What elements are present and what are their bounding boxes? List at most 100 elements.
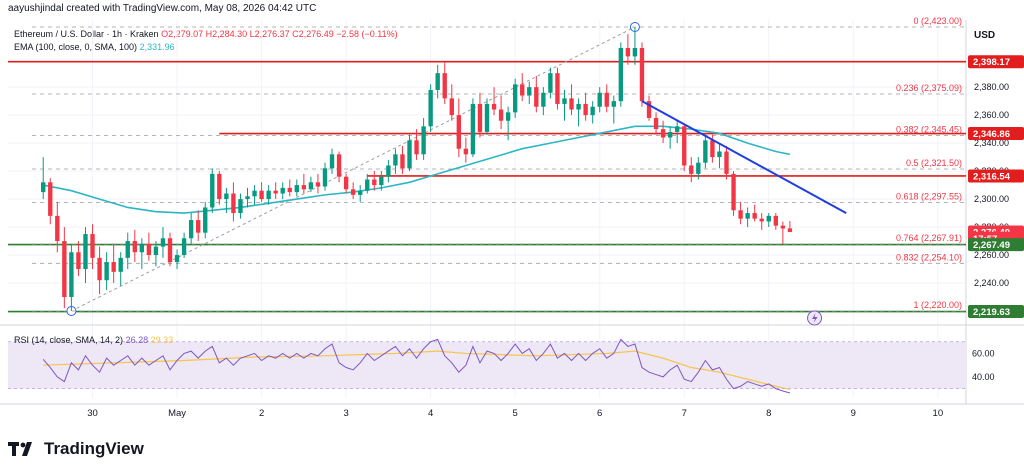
- candle: [372, 171, 377, 191]
- candle: [414, 129, 419, 160]
- candle-body: [520, 84, 525, 96]
- candle: [160, 227, 166, 258]
- candle: [780, 221, 786, 244]
- candle: [174, 249, 180, 270]
- candle-body: [188, 220, 194, 239]
- time-tick-label: 3: [343, 408, 348, 419]
- candle-body: [245, 196, 250, 200]
- candle: [731, 171, 736, 216]
- price-tag-label: 2,219.63: [973, 307, 1010, 318]
- candle: [512, 78, 518, 118]
- candle: [245, 187, 250, 208]
- candle-body: [196, 220, 201, 233]
- candle: [759, 213, 764, 230]
- candle: [667, 126, 673, 149]
- candle-body: [689, 165, 694, 174]
- candle: [336, 151, 342, 183]
- rsi-legend: RSI (14, close, SMA, 14, 2) 26.28 29.33: [14, 335, 173, 345]
- candle: [139, 238, 145, 270]
- attribution: aayushjindal created with TradingView.co…: [8, 3, 317, 14]
- rsi-value: 26.28: [125, 335, 149, 345]
- candle-body: [217, 173, 222, 200]
- candle-body: [41, 182, 46, 193]
- candle-body: [456, 115, 462, 149]
- candle: [55, 201, 60, 253]
- candle: [280, 182, 285, 200]
- candle: [541, 87, 546, 116]
- time-tick-label: 8: [766, 408, 771, 419]
- candle: [329, 148, 335, 174]
- time-tick-label: 7: [682, 408, 687, 419]
- candle-body: [343, 176, 349, 190]
- candle: [358, 185, 363, 202]
- candle-body: [632, 47, 638, 57]
- fib-retracement: 0 (2,423.00) 0.236 (2,375.09) 0.382 (2,345…: [32, 16, 966, 317]
- candle-body: [125, 241, 130, 258]
- price-tick-label: 2,260.00: [974, 250, 1009, 260]
- candle-body: [505, 112, 511, 121]
- candle: [660, 120, 666, 144]
- candle: [118, 252, 123, 286]
- price-tick-label: 2,360.00: [974, 110, 1009, 120]
- price-tag-bg: [968, 127, 1024, 141]
- fib-level-label: 0.618 (2,297.55): [896, 192, 962, 202]
- candle-body: [386, 165, 391, 177]
- time-tick-label: 10: [933, 408, 944, 419]
- candle-body: [301, 185, 307, 190]
- candle-body: [569, 98, 574, 110]
- candle-body: [336, 154, 342, 177]
- candle: [717, 143, 722, 169]
- candle-body: [512, 84, 518, 113]
- candle-body: [675, 126, 680, 132]
- candle: [745, 207, 750, 228]
- rsi-sma-line: [43, 350, 791, 390]
- candle: [343, 173, 349, 194]
- candle-body: [534, 87, 539, 107]
- candle-body: [590, 106, 595, 116]
- rsi-band: [8, 341, 966, 389]
- candle: [76, 241, 81, 277]
- candle: [203, 201, 208, 239]
- time-tick-label: May: [168, 408, 186, 419]
- candle-body: [717, 151, 722, 158]
- candle: [400, 145, 405, 174]
- candle-body: [174, 255, 180, 263]
- candle: [583, 92, 588, 121]
- candle: [625, 33, 631, 65]
- candle: [639, 42, 645, 107]
- candle: [449, 84, 454, 121]
- candle-body: [104, 262, 109, 281]
- candle-body: [210, 173, 215, 208]
- candle: [590, 101, 595, 124]
- candle-body: [83, 234, 88, 270]
- candle-body: [780, 225, 786, 229]
- candle-body: [583, 103, 588, 116]
- candle-body: [400, 154, 405, 169]
- candle: [83, 227, 88, 284]
- candle-body: [139, 243, 145, 253]
- candle: [90, 224, 95, 270]
- candle-body: [203, 207, 208, 233]
- candle-body: [90, 234, 95, 258]
- candle: [618, 42, 624, 107]
- candle: [682, 123, 687, 172]
- price-tick-label: 2,240.00: [974, 278, 1009, 288]
- rsi-sma-value: 29.33: [150, 335, 174, 345]
- candle-body: [231, 193, 236, 214]
- candle-body: [358, 190, 363, 195]
- fib-level-label: 0 (2,423.00): [913, 16, 962, 26]
- time-tick-label: 2: [259, 408, 264, 419]
- candle-body: [322, 168, 328, 187]
- candle: [477, 92, 483, 138]
- candle-body: [421, 126, 426, 155]
- candle: [675, 120, 680, 144]
- candle-body: [604, 92, 609, 107]
- candle-body: [759, 218, 764, 222]
- candle: [576, 98, 581, 127]
- candle-body: [639, 47, 645, 102]
- candle: [435, 64, 440, 99]
- price-tag-label: 2,316.54: [973, 171, 1011, 182]
- candle: [379, 171, 384, 191]
- candle: [266, 185, 271, 205]
